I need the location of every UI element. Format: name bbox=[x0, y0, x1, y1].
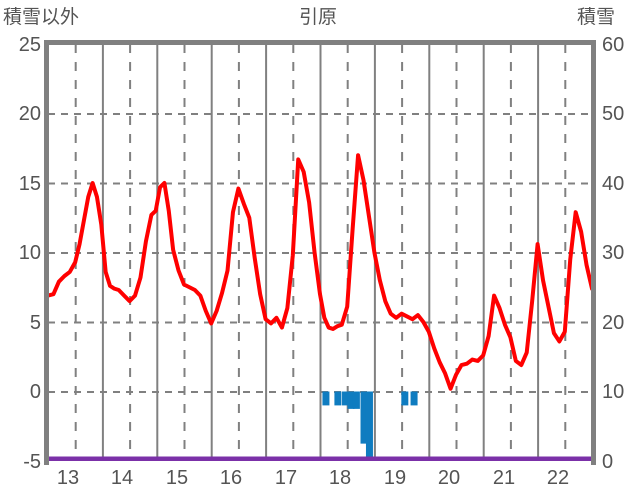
right-axis-title: 積雪 bbox=[577, 7, 616, 28]
plot-area bbox=[48, 44, 592, 461]
chart-svg bbox=[48, 44, 592, 461]
y-tick-left-0: 0 bbox=[29, 381, 41, 403]
x-tick-21: 21 bbox=[492, 467, 516, 489]
temperature-line bbox=[48, 153, 592, 391]
y-tick-right-30: 30 bbox=[602, 242, 625, 264]
x-tick-18: 18 bbox=[328, 467, 352, 489]
y-tick-left-10: 10 bbox=[18, 242, 41, 264]
x-tick-20: 20 bbox=[437, 467, 461, 489]
precipitation-bars bbox=[322, 391, 418, 461]
y-tick-right-40: 40 bbox=[602, 173, 625, 195]
page-title: 引原 bbox=[298, 7, 337, 28]
y-tick-right-50: 50 bbox=[602, 103, 625, 125]
x-tick-13: 13 bbox=[56, 467, 80, 489]
x-tick-16: 16 bbox=[219, 467, 243, 489]
x-tick-14: 14 bbox=[110, 467, 134, 489]
y-tick-left-25: 25 bbox=[18, 34, 41, 56]
y-tick-right-20: 20 bbox=[602, 312, 625, 334]
y-tick-left-5: 5 bbox=[29, 312, 41, 334]
y-tick-right-10: 10 bbox=[602, 381, 625, 403]
gridlines bbox=[48, 44, 592, 461]
left-axis-title: 積雪以外 bbox=[3, 7, 80, 28]
x-tick-17: 17 bbox=[274, 467, 298, 489]
x-tick-22: 22 bbox=[546, 467, 570, 489]
x-tick-19: 19 bbox=[383, 467, 407, 489]
y-tick-left-15: 15 bbox=[18, 173, 41, 195]
x-tick-15: 15 bbox=[165, 467, 189, 489]
y-tick-left-20: 20 bbox=[18, 103, 41, 125]
y-tick-left-neg5: -5 bbox=[23, 451, 41, 473]
y-tick-right-0: 0 bbox=[602, 451, 614, 473]
y-tick-right-60: 60 bbox=[602, 34, 625, 56]
